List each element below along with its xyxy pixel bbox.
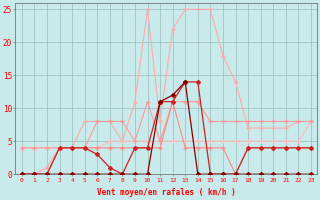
X-axis label: Vent moyen/en rafales ( km/h ): Vent moyen/en rafales ( km/h )	[97, 188, 236, 197]
